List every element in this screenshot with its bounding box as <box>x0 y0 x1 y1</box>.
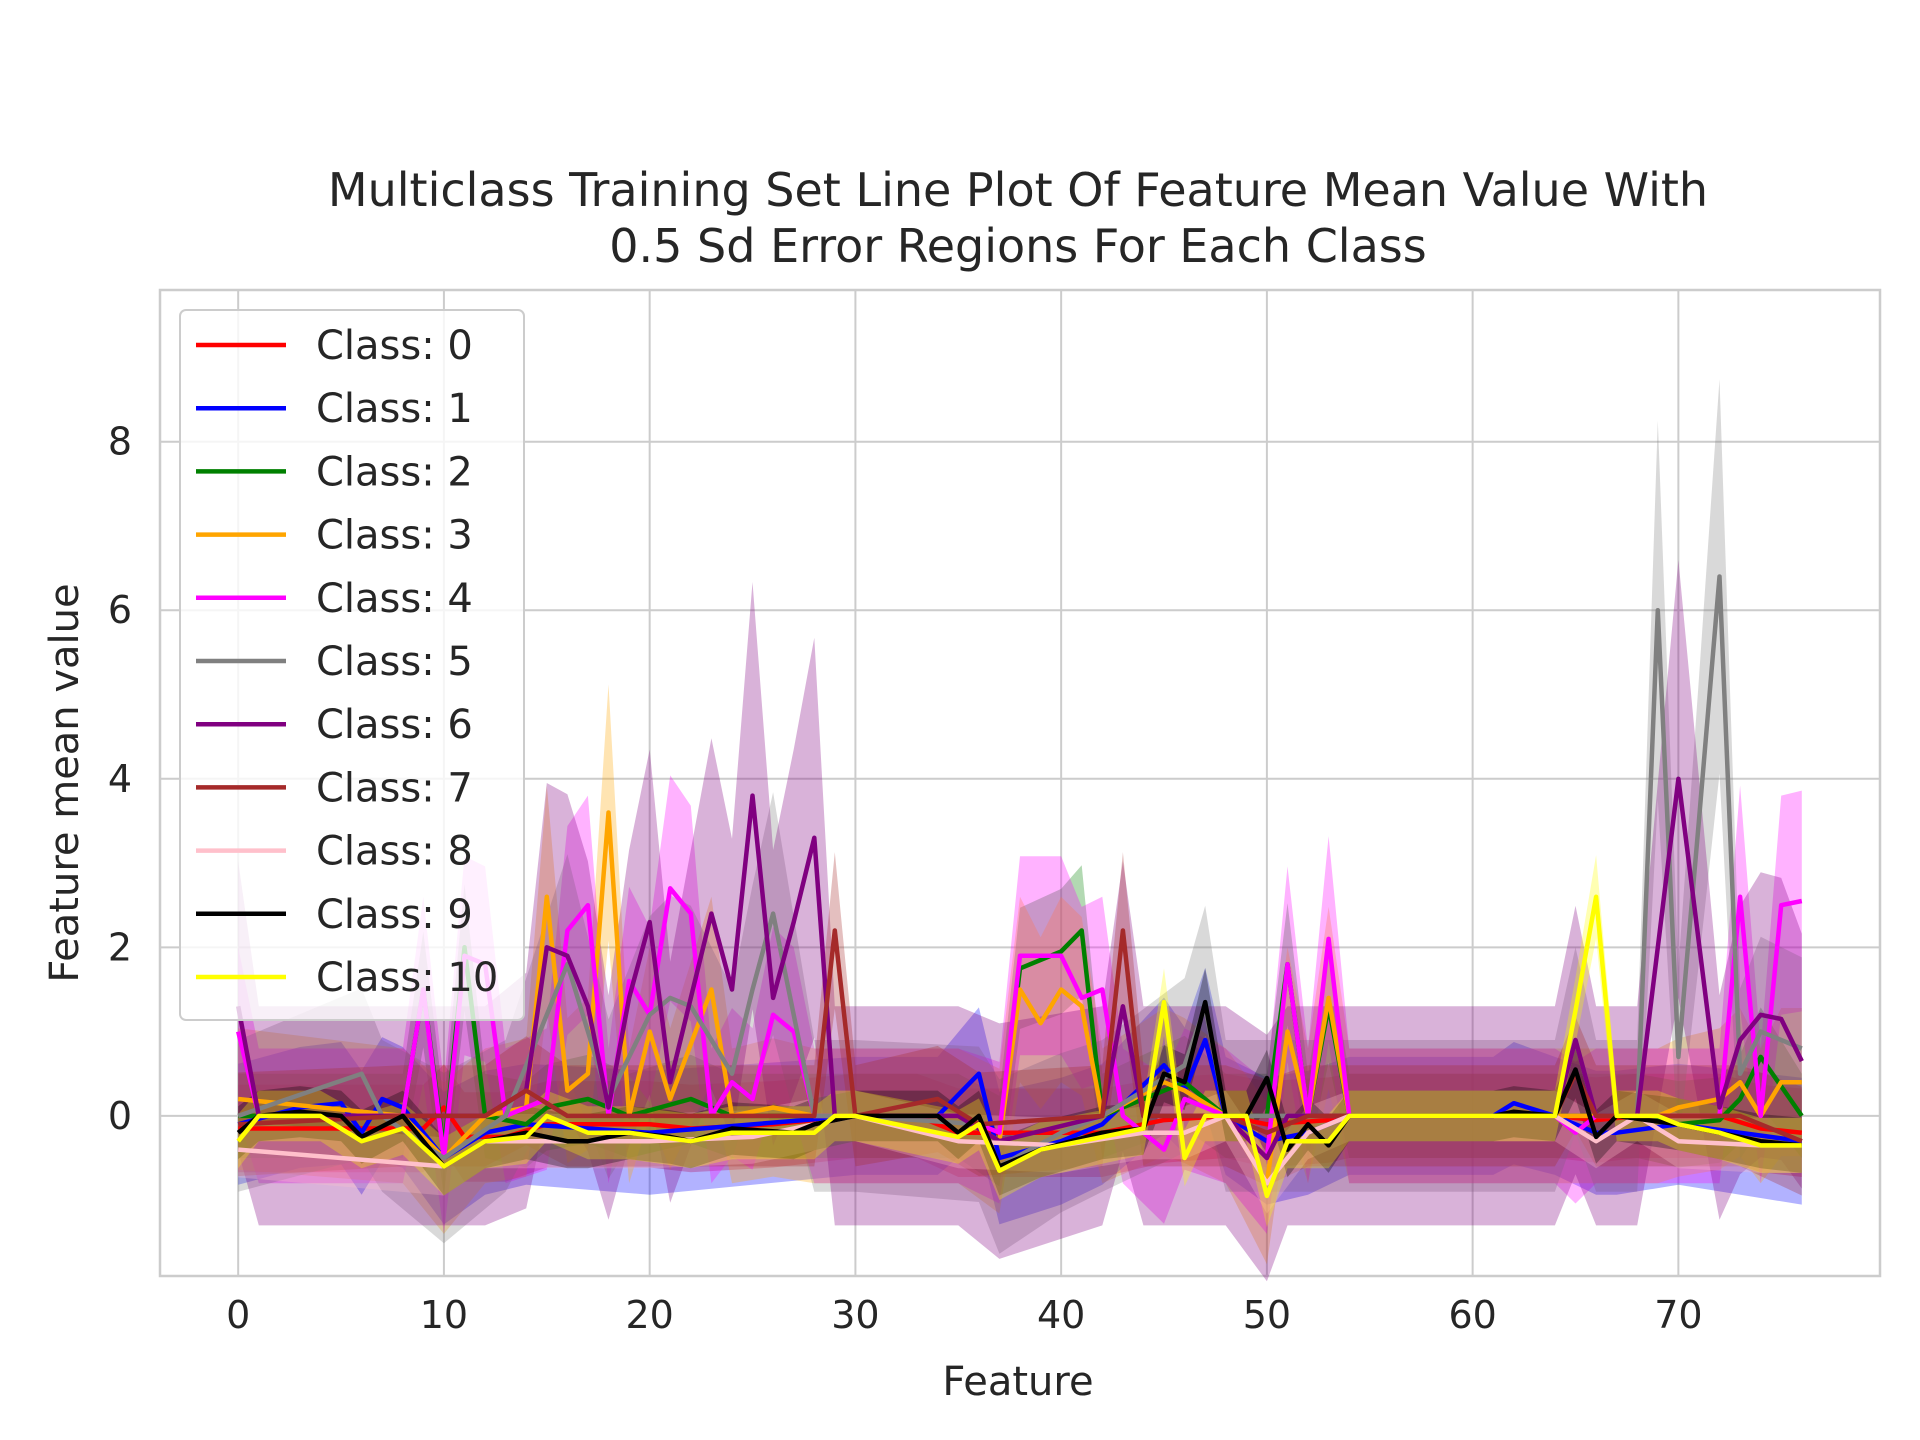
legend-label-class-1: Class: 1 <box>316 386 473 432</box>
series-lines <box>235 574 1804 1199</box>
x-tick-label: 10 <box>420 1293 468 1337</box>
y-tick-label: 4 <box>108 757 132 801</box>
error-band-class-1 <box>238 967 1802 1225</box>
legend-items: Class: 0 Class: 1 Class: 2 Class: 3 Class: 4… <box>196 323 498 1001</box>
legend-label-class-7: Class: 7 <box>316 765 473 811</box>
y-tick-label: 0 <box>108 1094 132 1138</box>
x-tick-label: 30 <box>831 1293 879 1337</box>
tick-labels: 0 10 20 30 40 50 60 70 0 2 4 6 8 <box>108 420 1703 1337</box>
series-line-class-1 <box>237 1037 1803 1161</box>
x-tick-label: 0 <box>226 1293 250 1337</box>
y-axis-label: Feature mean value <box>42 583 88 982</box>
legend-label-class-4: Class: 4 <box>316 576 473 622</box>
legend-label-class-5: Class: 5 <box>316 639 473 685</box>
chart-title-line-1: Multiclass Training Set Line Plot Of Fea… <box>328 163 1708 217</box>
x-axis-label: Feature <box>942 1359 1093 1405</box>
chart-title-line-2: 0.5 Sd Error Regions For Each Class <box>609 219 1426 273</box>
x-tick-label: 60 <box>1448 1293 1496 1337</box>
legend-label-class-9: Class: 9 <box>316 892 473 938</box>
legend-label-class-0: Class: 0 <box>316 323 473 369</box>
error-band-class-5 <box>238 379 1802 1254</box>
x-tick-label: 50 <box>1243 1293 1291 1337</box>
error-band-class-9 <box>238 968 1802 1196</box>
series-line-class-5 <box>237 574 1803 1169</box>
x-tick-label: 40 <box>1037 1293 1085 1337</box>
legend-label-class-8: Class: 8 <box>316 829 473 875</box>
x-tick-label: 20 <box>625 1293 673 1337</box>
legend-label-class-2: Class: 2 <box>316 449 473 495</box>
legend-label-class-6: Class: 6 <box>316 702 473 748</box>
x-tick-label: 70 <box>1654 1293 1702 1337</box>
legend-label-class-10: Class: 10 <box>316 955 498 1001</box>
legend-box <box>179 309 525 1021</box>
series-line-class-10 <box>236 894 1802 1199</box>
y-tick-label: 2 <box>108 925 132 969</box>
legend-label-class-3: Class: 3 <box>316 513 473 559</box>
series-line-class-8 <box>238 1113 1802 1186</box>
legend: Class: 0 Class: 1 Class: 2 Class: 3 Class: 4… <box>179 309 525 1021</box>
y-tick-label: 6 <box>108 588 132 632</box>
y-tick-label: 8 <box>108 420 132 464</box>
